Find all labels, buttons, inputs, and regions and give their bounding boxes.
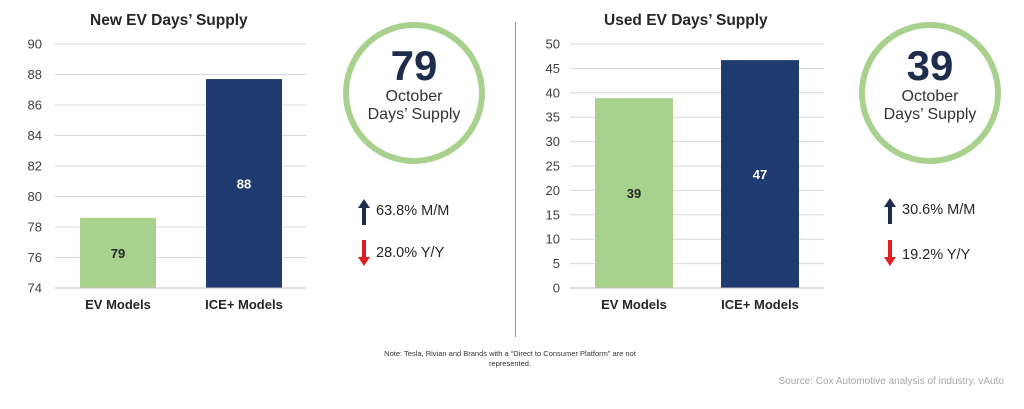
y-tick-label: 74 (28, 281, 42, 296)
y-tick-label: 20 (546, 183, 560, 198)
y-tick-label: 15 (546, 207, 560, 222)
panel-divider (515, 22, 516, 337)
y-tick-label: 40 (546, 85, 560, 100)
source-credit: Source: Cox Automotive analysis of indus… (778, 376, 1004, 387)
new-ev-panel: New EV Days’ Supply 74 76 78 80 82 84 86 88 90 79… (0, 0, 515, 340)
arrow-down-icon (884, 240, 896, 266)
y-tick-label: 50 (546, 37, 560, 52)
y-tick-label: 76 (28, 250, 42, 265)
used-ev-kpi-circle: 39 October Days’ Supply (859, 22, 1001, 164)
x-tick-label: EV Models (85, 297, 151, 312)
y-tick-label: 84 (28, 128, 42, 143)
data-label: 39 (627, 186, 641, 201)
y-tick-label: 5 (553, 256, 560, 271)
y-tick-label: 86 (28, 98, 42, 113)
arrow-down-icon (358, 240, 370, 266)
used-ev-mm-change: 30.6% M/M (902, 202, 976, 218)
new-ev-chart: 74 76 78 80 82 84 86 88 90 79 EV Models 88 ICE+ Mode… (28, 37, 306, 312)
x-tick-label: EV Models (601, 297, 667, 312)
used-ev-panel: Used EV Days’ Supply 0 5 10 15 20 25 30 35 40 45 5… (516, 0, 1024, 340)
arrow-up-icon (884, 198, 896, 224)
y-tick-label: 45 (546, 61, 560, 76)
y-tick-label: 35 (546, 110, 560, 125)
used-ev-chart: 0 5 10 15 20 25 30 35 40 45 50 39 EV Models 47 ICE+ Mo… (546, 37, 824, 312)
y-tick-label: 90 (28, 37, 42, 52)
new-ev-kpi-value: 79 (390, 42, 438, 89)
arrow-up-icon (358, 199, 370, 225)
new-ev-kpi-label: Days’ Supply (367, 106, 461, 123)
y-tick-label: 88 (28, 67, 42, 82)
new-ev-mm-change: 63.8% M/M (376, 203, 450, 219)
bar-ice-models (721, 60, 799, 288)
used-ev-kpi-label: Days’ Supply (883, 106, 977, 123)
new-ev-kpi-circle: 79 October Days’ Supply (343, 22, 485, 164)
y-tick-label: 78 (28, 220, 42, 235)
x-tick-label: ICE+ Models (721, 297, 799, 312)
used-ev-kpi-month: October (901, 88, 959, 105)
data-label: 79 (111, 246, 125, 261)
y-tick-label: 25 (546, 159, 560, 174)
bar-ev-models (80, 217, 156, 288)
used-ev-yy-change: 19.2% Y/Y (902, 247, 971, 263)
y-tick-label: 10 (546, 232, 560, 247)
used-ev-kpi-value: 39 (906, 42, 954, 89)
data-label: 88 (237, 177, 251, 192)
y-tick-label: 30 (546, 134, 560, 149)
x-tick-label: ICE+ Models (205, 297, 283, 312)
data-label: 47 (753, 167, 767, 182)
bar-ice-models (206, 79, 282, 288)
footnote: Note: Tesla, Rivian and Brands with a “D… (384, 349, 636, 368)
new-ev-yy-change: 28.0% Y/Y (376, 245, 445, 261)
y-tick-label: 0 (553, 281, 560, 296)
y-tick-label: 80 (28, 189, 42, 204)
used-ev-chart-title: Used EV Days’ Supply (604, 12, 768, 29)
bar-ev-models (595, 98, 673, 288)
new-ev-kpi-month: October (385, 88, 443, 105)
y-tick-label: 82 (28, 159, 42, 174)
new-ev-chart-title: New EV Days’ Supply (90, 12, 248, 29)
